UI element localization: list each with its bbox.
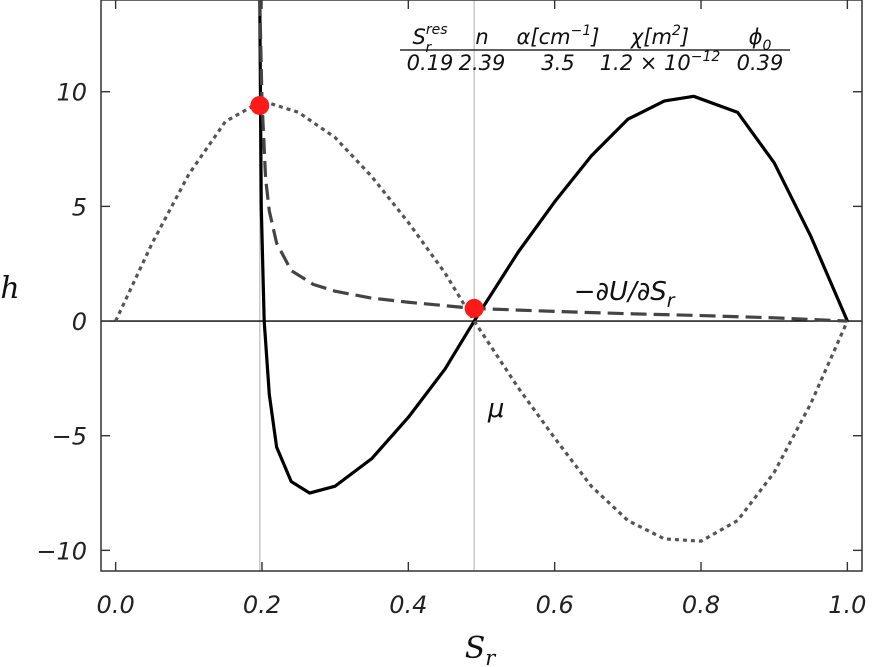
series-line-dashed [258, 0, 848, 323]
table-value-0: 0.19 [407, 51, 454, 75]
annotation-0: −∂U/∂Sr [574, 277, 676, 312]
x-tick-label-5: 1.0 [828, 591, 866, 619]
table-header-0: Sres r [412, 22, 447, 56]
annotations: −∂U/∂Sr μ [487, 277, 676, 424]
y-tick-label-3: 5 [72, 193, 87, 221]
table-header-1: n [475, 25, 488, 49]
x-axis-label: Sr [465, 631, 498, 667]
series-line-dotted [114, 99, 849, 543]
table-header-2: α[cm−1] [517, 23, 600, 49]
table-value-2: 3.5 [541, 51, 574, 75]
annotation-1: μ [487, 394, 505, 424]
y-tick-label-4: 10 [56, 79, 87, 107]
x-tick-label-2: 0.4 [389, 591, 427, 619]
x-tick-label-1: 0.2 [243, 591, 281, 619]
y-tick-label-2: 0 [72, 308, 87, 336]
x-tick-label-3: 0.6 [536, 591, 574, 619]
y-tick-label-1: −5 [52, 423, 87, 451]
intersection-point-0 [250, 95, 270, 115]
table-value-1: 2.39 [459, 51, 506, 75]
intersection-point-1 [464, 298, 484, 318]
series-group [114, 0, 849, 543]
intersection-points [250, 95, 484, 318]
series-line-solid [258, 0, 849, 495]
x-tick-label-4: 0.8 [682, 591, 720, 619]
plot-area [100, 0, 863, 572]
plot-frame [100, 0, 863, 572]
y-tick-label-0: −10 [36, 537, 87, 565]
x-tick-label-0: 0.0 [97, 591, 135, 619]
axis-text: 0.0 0.2 0.4 0.6 0.8 1.0 −10 −5 0 5 10 Sr h [0, 79, 866, 667]
table-header-3: χ[m2] [630, 23, 689, 49]
table-value-3: 1.2 × 10−12 [600, 49, 721, 75]
table-header-4: ϕ0 [749, 25, 772, 54]
parameter-table: Sres r n α[cm−1] χ[m2] ϕ0 0.19 2.39 3.5 1.2 × 10−… [400, 22, 790, 75]
table-value-4: 0.39 [737, 51, 784, 75]
y-axis-label: h [0, 271, 19, 306]
